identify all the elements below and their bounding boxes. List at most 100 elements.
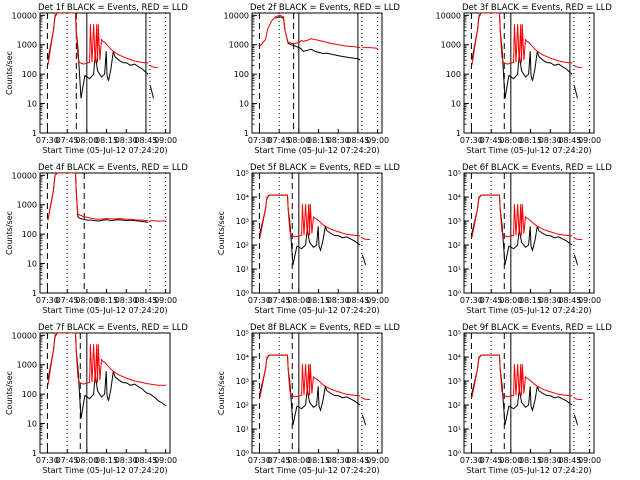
events-series-line [275, 16, 361, 61]
detector-panel-7: Det 7f BLACK = Events, RED = LLD 1 10 100 10… [5, 323, 188, 475]
events-series-line [471, 13, 578, 99]
y-axis-label: Counts/sec [5, 211, 14, 255]
x-tick-label: 08:45 [558, 136, 581, 145]
plot-frame [39, 172, 171, 294]
y-tick-label: 10² [236, 401, 249, 410]
y-tick-label: 100 [22, 390, 37, 399]
y-tick-label: 1 [32, 289, 37, 298]
y-tick-label: 10 [27, 260, 37, 269]
y-tick-label: 1 [456, 129, 461, 138]
y-tick-label: 10 [27, 420, 37, 429]
x-tick-label: 08:15 [307, 296, 330, 305]
plot-frame [463, 12, 595, 134]
y-tick-label: 100 [22, 70, 37, 79]
x-tick-label: 08:30 [539, 136, 562, 145]
y-tick-label: 10⁴ [448, 193, 461, 202]
y-axis-label: Counts/sec [5, 51, 14, 95]
lld-series-line [471, 194, 583, 240]
lld-series-line [259, 14, 379, 49]
events-series-line [47, 173, 153, 228]
x-tick-label: 08:00 [75, 136, 98, 145]
y-tick-label: 10000 [12, 11, 37, 20]
events-series-line [47, 13, 154, 99]
y-tick-label: 10 [239, 100, 249, 109]
x-tick-label: 08:45 [346, 296, 369, 305]
lld-series-line [47, 333, 167, 386]
x-axis-label: Start Time (05-Jul-12 07:24:20) [466, 306, 591, 315]
y-tick-label: 10³ [448, 377, 461, 386]
y-axis-label: Counts/sec [5, 371, 14, 415]
x-tick-label: 08:15 [519, 456, 542, 465]
x-tick-label: 09:00 [578, 136, 601, 145]
panel-title: Det 6f BLACK = Events, RED = LLD [462, 163, 612, 173]
lld-series-line [259, 354, 371, 400]
y-tick-label: 10⁵ [448, 169, 461, 178]
panel-title: Det 2f BLACK = Events, RED = LLD [250, 3, 400, 13]
x-tick-label: 07:30 [460, 296, 483, 305]
events-series-line [47, 333, 167, 419]
y-tick-label: 1 [32, 129, 37, 138]
detector-panel-8: Det 8f BLACK = Events, RED = LLD 10⁰ 10¹ 10… [217, 323, 400, 475]
y-tick-label: 10² [448, 401, 461, 410]
detector-panel-5: Det 5f BLACK = Events, RED = LLD 10⁰ 10¹ 10… [217, 163, 400, 315]
x-axis-label: Start Time (05-Jul-12 07:24:20) [42, 146, 167, 155]
x-tick-label: 08:15 [307, 136, 330, 145]
x-tick-label: 07:30 [460, 136, 483, 145]
x-tick-label: 09:00 [578, 456, 601, 465]
y-tick-label: 1000 [441, 41, 461, 50]
y-tick-label: 100 [234, 70, 249, 79]
x-tick-label: 07:30 [36, 296, 59, 305]
x-tick-label: 08:15 [307, 456, 330, 465]
detector-panel-4: Det 4f BLACK = Events, RED = LLD 1 10 100 10… [5, 163, 188, 315]
x-axis-label: Start Time (05-Jul-12 07:24:20) [42, 306, 167, 315]
y-tick-label: 10⁵ [448, 329, 461, 338]
y-tick-label: 100 [22, 230, 37, 239]
x-tick-label: 07:45 [480, 456, 503, 465]
x-tick-label: 09:00 [578, 296, 601, 305]
x-tick-label: 08:15 [519, 136, 542, 145]
x-tick-label: 08:30 [539, 296, 562, 305]
y-tick-label: 1000 [17, 41, 37, 50]
y-tick-label: 1 [244, 129, 249, 138]
x-tick-label: 08:30 [115, 296, 138, 305]
x-tick-label: 09:00 [366, 456, 389, 465]
detector-panel-6: Det 6f BLACK = Events, RED = LLD 10⁰ 10¹ 10… [448, 163, 613, 315]
x-tick-label: 08:00 [287, 456, 310, 465]
x-tick-label: 07:30 [248, 456, 271, 465]
y-tick-label: 100 [446, 70, 461, 79]
y-tick-label: 10000 [224, 11, 249, 20]
y-tick-label: 10⁰ [236, 449, 249, 458]
y-tick-label: 10⁰ [448, 449, 461, 458]
y-tick-label: 10⁴ [448, 353, 461, 362]
y-tick-label: 1000 [229, 41, 249, 50]
y-tick-label: 10 [27, 100, 37, 109]
x-tick-label: 08:15 [95, 456, 118, 465]
x-tick-label: 08:00 [287, 296, 310, 305]
y-tick-label: 10² [236, 241, 249, 250]
x-tick-label: 08:00 [287, 136, 310, 145]
y-tick-label: 1000 [17, 361, 37, 370]
x-tick-label: 07:30 [460, 456, 483, 465]
x-tick-label: 08:00 [499, 136, 522, 145]
y-tick-label: 10 [451, 100, 461, 109]
x-tick-label: 07:30 [36, 136, 59, 145]
x-tick-label: 07:45 [56, 136, 79, 145]
x-tick-label: 08:45 [346, 136, 369, 145]
x-tick-label: 07:30 [248, 296, 271, 305]
x-tick-label: 08:45 [134, 296, 157, 305]
x-tick-label: 09:00 [154, 456, 177, 465]
y-tick-label: 10³ [448, 217, 461, 226]
detector-panel-2: Det 2f BLACK = Events, RED = LLD 1 10 100 10… [224, 3, 401, 155]
x-tick-label: 07:45 [56, 456, 79, 465]
y-tick-label: 10⁴ [236, 193, 249, 202]
panel-title: Det 4f BLACK = Events, RED = LLD [38, 163, 188, 173]
plot-frame [463, 332, 595, 454]
x-tick-label: 09:00 [366, 136, 389, 145]
x-tick-label: 08:45 [346, 456, 369, 465]
detector-panel-3: Det 3f BLACK = Events, RED = LLD 1 10 100 10… [436, 3, 613, 155]
x-tick-label: 09:00 [154, 136, 177, 145]
x-tick-label: 08:15 [519, 296, 542, 305]
plot-frame [251, 12, 383, 134]
y-tick-label: 10³ [236, 377, 249, 386]
y-tick-label: 10¹ [448, 265, 461, 274]
